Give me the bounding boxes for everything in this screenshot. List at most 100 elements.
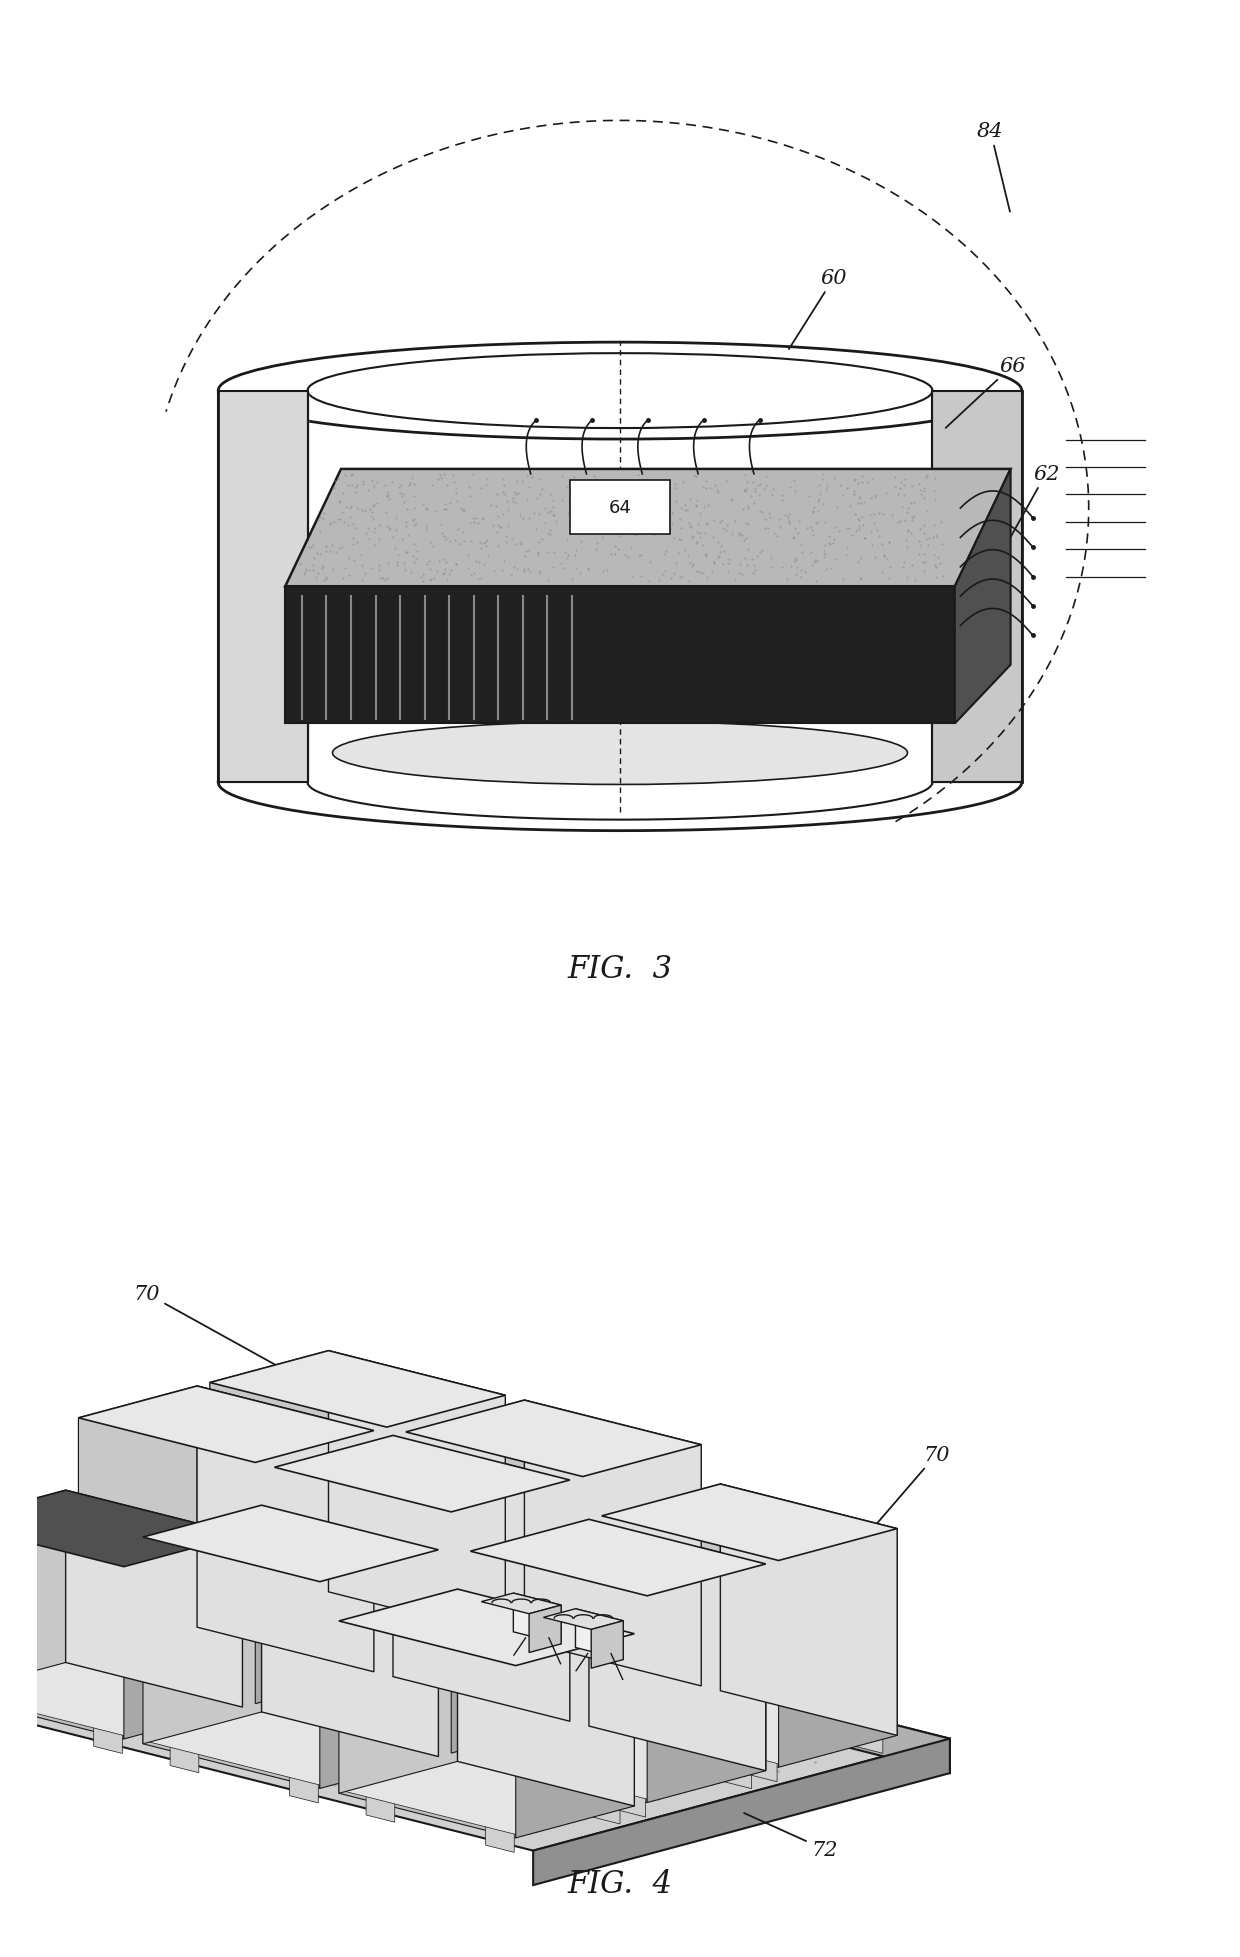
Text: 60: 60 (789, 268, 847, 350)
Polygon shape (470, 1519, 589, 1757)
Polygon shape (229, 1378, 407, 1663)
Polygon shape (445, 1421, 622, 1707)
Polygon shape (360, 1444, 537, 1730)
Polygon shape (589, 1519, 766, 1771)
Polygon shape (226, 1689, 254, 1718)
Polygon shape (202, 1521, 379, 1773)
Polygon shape (20, 1503, 196, 1720)
Polygon shape (236, 1513, 412, 1763)
Polygon shape (378, 1611, 556, 1828)
Polygon shape (529, 1536, 707, 1787)
Polygon shape (0, 1581, 950, 1851)
Polygon shape (497, 1544, 673, 1797)
Polygon shape (340, 1450, 517, 1736)
Polygon shape (290, 1775, 319, 1802)
Polygon shape (0, 1695, 2, 1724)
Polygon shape (222, 1517, 399, 1767)
Polygon shape (511, 1403, 688, 1689)
Polygon shape (92, 1415, 269, 1701)
Text: 62: 62 (1001, 464, 1059, 556)
Polygon shape (274, 1436, 570, 1513)
Polygon shape (210, 1384, 387, 1669)
Polygon shape (320, 1456, 497, 1742)
Polygon shape (315, 1354, 492, 1640)
Polygon shape (451, 1591, 627, 1808)
Polygon shape (529, 1605, 562, 1652)
Polygon shape (170, 1530, 346, 1781)
Polygon shape (314, 1456, 491, 1742)
Polygon shape (553, 1705, 582, 1732)
Polygon shape (237, 1376, 413, 1661)
Polygon shape (131, 1403, 308, 1689)
Polygon shape (601, 1483, 720, 1722)
Polygon shape (197, 1386, 374, 1671)
Polygon shape (538, 1646, 568, 1673)
Polygon shape (723, 1759, 751, 1789)
Polygon shape (197, 1386, 374, 1671)
Polygon shape (470, 1519, 766, 1597)
Polygon shape (398, 1605, 575, 1822)
Polygon shape (484, 1548, 661, 1798)
Polygon shape (477, 1550, 653, 1800)
Polygon shape (955, 470, 1011, 724)
Polygon shape (486, 1824, 515, 1853)
Polygon shape (288, 1464, 465, 1750)
Polygon shape (303, 1358, 479, 1644)
Polygon shape (749, 1753, 777, 1781)
Polygon shape (635, 1507, 811, 1759)
Polygon shape (275, 1366, 453, 1652)
Polygon shape (329, 1581, 950, 1773)
Polygon shape (932, 391, 1022, 783)
Polygon shape (451, 1421, 629, 1707)
Polygon shape (432, 1597, 608, 1814)
Polygon shape (647, 1564, 766, 1802)
Polygon shape (339, 1620, 516, 1838)
Polygon shape (0, 1511, 170, 1726)
Polygon shape (176, 1528, 352, 1779)
Polygon shape (556, 1528, 733, 1779)
Polygon shape (621, 1511, 799, 1761)
Polygon shape (583, 1444, 702, 1718)
Polygon shape (379, 1438, 557, 1724)
Polygon shape (124, 1534, 243, 1740)
Polygon shape (472, 1765, 501, 1795)
Polygon shape (510, 1540, 687, 1793)
Polygon shape (523, 1538, 699, 1789)
Polygon shape (346, 1618, 522, 1836)
Polygon shape (422, 1740, 450, 1767)
Polygon shape (413, 1431, 589, 1716)
Ellipse shape (332, 722, 908, 785)
Polygon shape (516, 1634, 635, 1838)
Polygon shape (707, 1487, 884, 1740)
Polygon shape (255, 1507, 432, 1759)
Polygon shape (78, 1419, 255, 1705)
Bar (569, 481, 670, 534)
Polygon shape (218, 391, 308, 783)
Polygon shape (505, 1405, 682, 1691)
Polygon shape (164, 1395, 341, 1681)
Polygon shape (549, 1530, 727, 1781)
Polygon shape (0, 1515, 150, 1732)
Polygon shape (170, 1744, 198, 1773)
Polygon shape (366, 1793, 394, 1822)
Polygon shape (575, 1609, 624, 1660)
Polygon shape (294, 1462, 471, 1748)
Polygon shape (60, 1491, 236, 1708)
Polygon shape (629, 1722, 657, 1752)
Polygon shape (66, 1491, 243, 1707)
Polygon shape (404, 1603, 582, 1820)
Polygon shape (609, 1515, 785, 1765)
Polygon shape (854, 1724, 883, 1753)
Polygon shape (262, 1505, 439, 1757)
Polygon shape (0, 1517, 144, 1734)
Polygon shape (285, 470, 1011, 587)
Polygon shape (392, 1607, 568, 1824)
Polygon shape (184, 1389, 361, 1675)
Polygon shape (200, 1697, 228, 1726)
Polygon shape (661, 1501, 838, 1752)
Polygon shape (249, 1372, 427, 1658)
Polygon shape (79, 1665, 109, 1695)
Polygon shape (516, 1538, 693, 1791)
Polygon shape (0, 1513, 156, 1730)
Polygon shape (112, 1409, 288, 1695)
